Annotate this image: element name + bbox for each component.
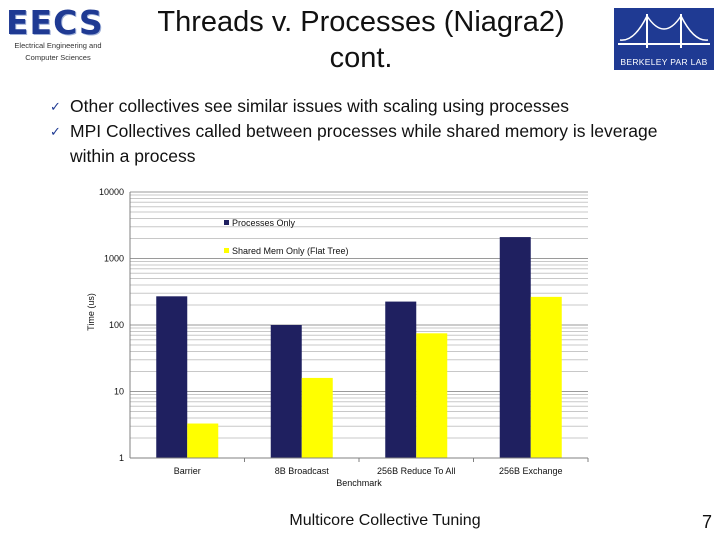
legend-label: Processes Only bbox=[232, 218, 296, 228]
bar-processes bbox=[270, 325, 302, 458]
eecs-logo-mark: EECS bbox=[6, 3, 104, 42]
chart-bars bbox=[156, 237, 562, 458]
y-axis-label: Time (us) bbox=[86, 293, 96, 331]
checkmark-bullet-icon: ✓ bbox=[50, 99, 61, 114]
x-tick-labels: Barrier 8B Broadcast 256B Reduce To All 256… bbox=[174, 458, 589, 476]
y-tick-label: 1 bbox=[119, 453, 124, 463]
bar-processes bbox=[499, 237, 531, 458]
par-lab-text: BERKELEY PAR LAB bbox=[620, 57, 708, 67]
slide-title-line1: Threads v. Processes (Niagra2) bbox=[157, 6, 565, 38]
bar-shared-mem bbox=[530, 296, 562, 458]
y-tick-label: 1000 bbox=[104, 254, 124, 264]
bridge-icon bbox=[618, 14, 710, 48]
x-tick-label: 256B Reduce To All bbox=[377, 466, 455, 476]
bar-processes bbox=[156, 296, 188, 458]
legend-label: Shared Mem Only (Flat Tree) bbox=[232, 246, 349, 256]
slide-title-line2: cont. bbox=[329, 42, 393, 74]
bar-chart: 1 10 100 1000 10000 Barrier 8B Broadcast 256B … bbox=[86, 187, 589, 488]
page-number: 7 bbox=[701, 512, 712, 532]
eecs-logo-subtext: Electrical Engineering and Computer Scie… bbox=[14, 41, 102, 62]
x-tick-label: 8B Broadcast bbox=[275, 466, 330, 476]
par-lab-logo: BERKELEY PAR LAB bbox=[614, 8, 714, 70]
bullet-list: ✓ Other collectives see similar issues w… bbox=[46, 94, 706, 169]
y-tick-label: 100 bbox=[109, 320, 124, 330]
slide-title: Threads v. Processes (Niagra2) cont. bbox=[118, 4, 604, 76]
bar-shared-mem bbox=[301, 377, 333, 458]
y-tick-labels: 1 10 100 1000 10000 bbox=[99, 187, 124, 463]
x-tick-label: 256B Exchange bbox=[499, 466, 563, 476]
y-tick-label: 10000 bbox=[99, 187, 124, 197]
legend-swatch bbox=[224, 220, 229, 225]
footer-text: Multicore Collective Tuning bbox=[289, 512, 481, 529]
chart-legend: Processes Only Shared Mem Only (Flat Tree… bbox=[224, 218, 349, 256]
legend-swatch bbox=[224, 248, 229, 253]
bullet-text: MPI Collectives called between processes… bbox=[70, 121, 658, 166]
bar-shared-mem bbox=[187, 423, 219, 458]
bullet-item: ✓ MPI Collectives called between process… bbox=[46, 119, 706, 169]
checkmark-bullet-icon: ✓ bbox=[50, 124, 61, 139]
y-tick-label: 10 bbox=[114, 387, 124, 397]
bullet-item: ✓ Other collectives see similar issues w… bbox=[46, 94, 706, 119]
x-tick-label: Barrier bbox=[174, 466, 201, 476]
bar-shared-mem bbox=[416, 333, 448, 458]
eecs-logo: EECS Electrical Engineering and Computer… bbox=[6, 3, 116, 64]
x-axis-label: Benchmark bbox=[336, 478, 382, 488]
bullet-text: Other collectives see similar issues wit… bbox=[70, 96, 569, 116]
bar-processes bbox=[385, 301, 417, 458]
